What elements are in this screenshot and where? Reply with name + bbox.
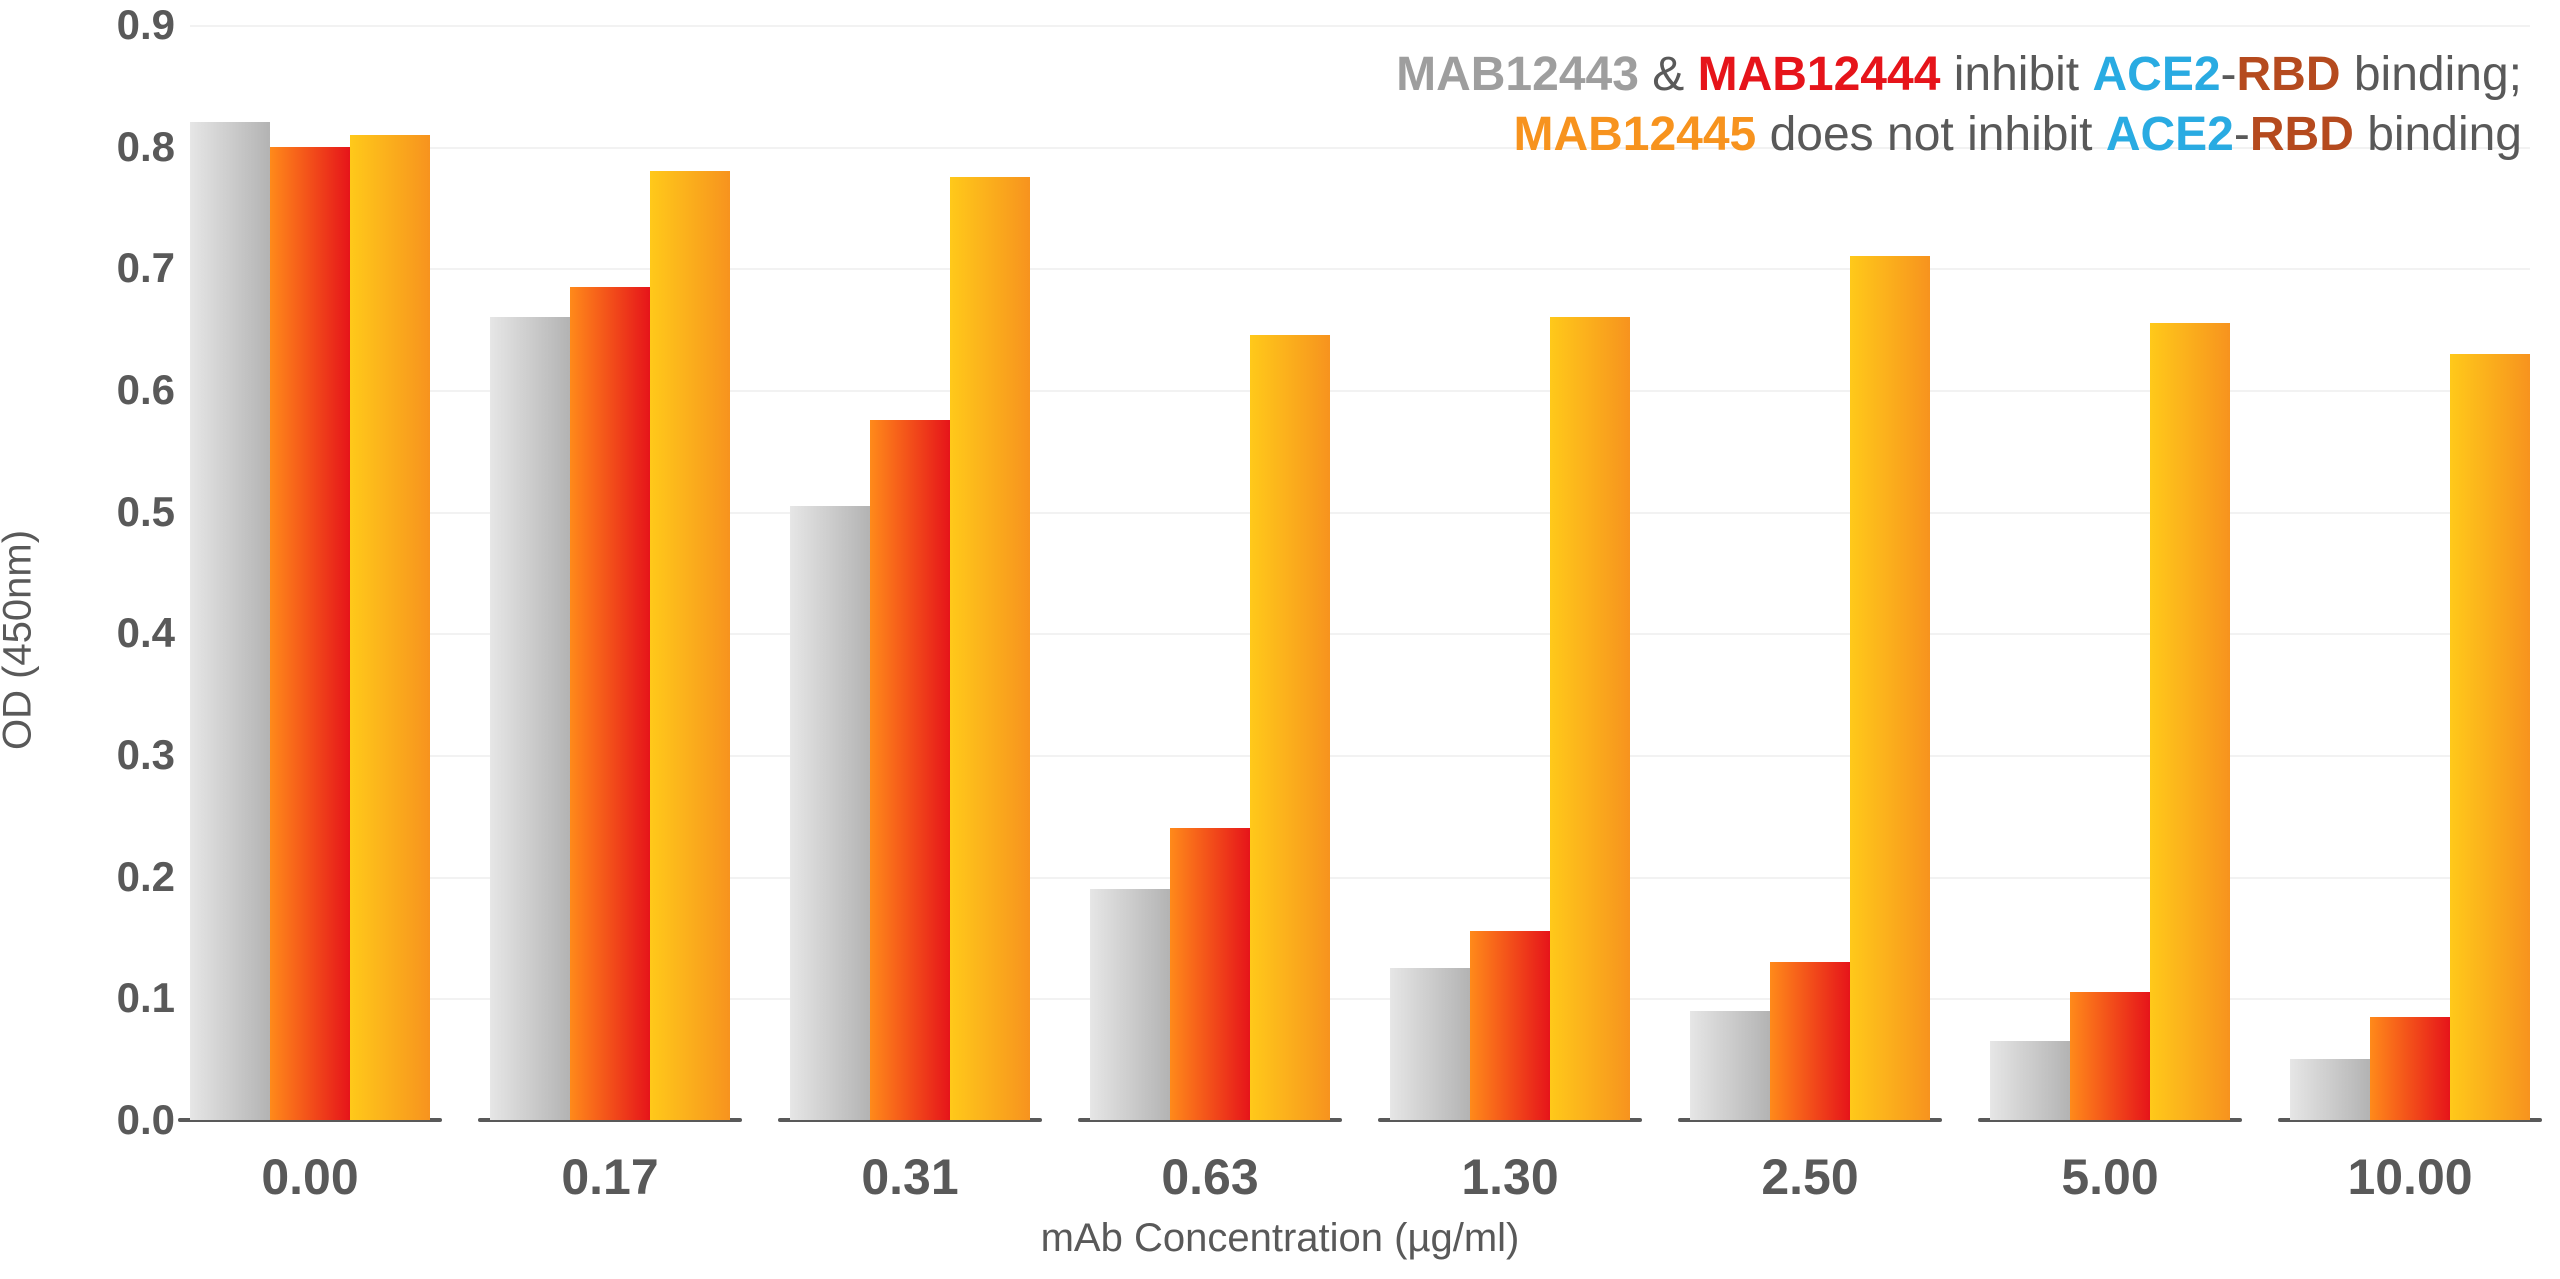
bar-MAB12444	[270, 147, 350, 1120]
y-axis-title: OD (450nm)	[0, 529, 41, 749]
bar-cluster	[1990, 323, 2230, 1120]
bar-MAB12445	[2150, 323, 2230, 1120]
bar-cluster	[1090, 335, 1330, 1120]
bar-MAB12443	[490, 317, 570, 1120]
y-tick-label: 0.8	[105, 123, 175, 171]
bar-cluster	[1690, 256, 1930, 1120]
y-tick-label: 0.9	[105, 1, 175, 49]
bar-MAB12445	[2450, 354, 2530, 1121]
y-tick-label: 0.7	[105, 244, 175, 292]
chart-container: OD (450nm) mAb Concentration (µg/ml) 0.0…	[0, 0, 2560, 1279]
bar-MAB12445	[350, 135, 430, 1121]
x-tick-label: 1.30	[1461, 1148, 1558, 1206]
y-tick-label: 0.3	[105, 731, 175, 779]
bar-MAB12443	[190, 122, 270, 1120]
legend-line-1: MAB12443 & MAB12444 inhibit ACE2-RBD bin…	[1396, 45, 2522, 105]
bar-MAB12443	[1990, 1041, 2070, 1120]
legend-mab12444: MAB12444	[1698, 48, 1941, 101]
bar-cluster	[490, 171, 730, 1120]
bar-MAB12445	[650, 171, 730, 1120]
x-tick-label: 10.00	[2347, 1148, 2472, 1206]
x-tick-label: 0.17	[561, 1148, 658, 1206]
x-tick-label: 0.31	[861, 1148, 958, 1206]
y-tick-label: 0.0	[105, 1096, 175, 1144]
bar-cluster	[1390, 317, 1630, 1120]
x-tick-label: 2.50	[1761, 1148, 1858, 1206]
bar-MAB12444	[1770, 962, 1850, 1120]
bar-cluster	[790, 177, 1030, 1120]
bar-MAB12445	[1850, 256, 1930, 1120]
y-tick-label: 0.1	[105, 974, 175, 1022]
bar-MAB12445	[950, 177, 1030, 1120]
bar-MAB12445	[1550, 317, 1630, 1120]
x-tick-label: 0.63	[1161, 1148, 1258, 1206]
bar-MAB12445	[1250, 335, 1330, 1120]
bar-MAB12443	[1690, 1011, 1770, 1121]
x-tick-label: 5.00	[2061, 1148, 2158, 1206]
y-tick-label: 0.2	[105, 853, 175, 901]
bar-MAB12444	[570, 287, 650, 1120]
gridline	[190, 25, 2530, 27]
x-axis-title: mAb Concentration (µg/ml)	[1041, 1216, 1520, 1261]
plot-area: 0.00.10.20.30.40.50.60.70.80.90.000.170.…	[190, 25, 2530, 1120]
bar-MAB12444	[2370, 1017, 2450, 1120]
bar-MAB12443	[790, 506, 870, 1120]
y-tick-label: 0.6	[105, 366, 175, 414]
bar-MAB12443	[2290, 1059, 2370, 1120]
legend-line-2: MAB12445 does not inhibit ACE2-RBD bindi…	[1396, 105, 2522, 165]
bar-cluster	[190, 122, 430, 1120]
legend: MAB12443 & MAB12444 inhibit ACE2-RBD bin…	[1396, 45, 2522, 165]
bar-MAB12444	[1470, 931, 1550, 1120]
legend-mab12445: MAB12445	[1513, 108, 1756, 161]
legend-ace2: ACE2	[2106, 108, 2234, 161]
bar-MAB12444	[2070, 992, 2150, 1120]
bar-MAB12443	[1390, 968, 1470, 1120]
y-tick-label: 0.5	[105, 488, 175, 536]
legend-ace2: ACE2	[2092, 48, 2220, 101]
legend-rbd: RBD	[2237, 48, 2341, 101]
legend-mab12443: MAB12443	[1396, 48, 1639, 101]
bar-MAB12444	[1170, 828, 1250, 1120]
bar-MAB12443	[1090, 889, 1170, 1120]
y-tick-label: 0.4	[105, 609, 175, 657]
legend-rbd: RBD	[2250, 108, 2354, 161]
x-tick-label: 0.00	[261, 1148, 358, 1206]
bar-MAB12444	[870, 420, 950, 1120]
bar-cluster	[2290, 354, 2530, 1121]
